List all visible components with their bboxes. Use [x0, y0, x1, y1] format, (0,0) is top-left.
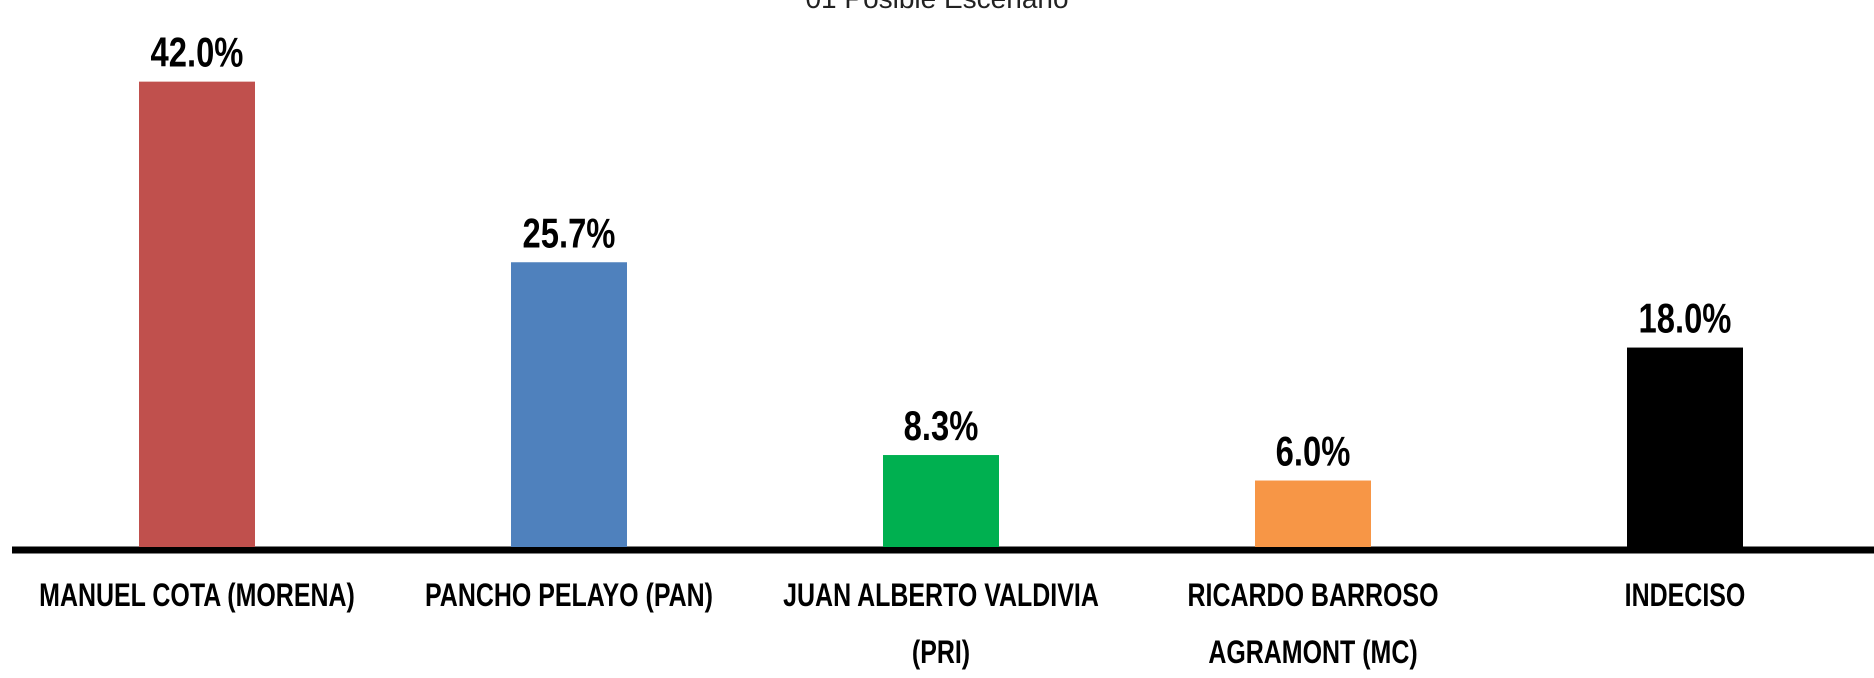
- value-label: 6.0%: [1276, 428, 1351, 475]
- x-tick-label: RICARDO BARROSO AGRAMONT (MC): [1187, 577, 1439, 670]
- x-tick-label: JUAN ALBERTO VALDIVIA (PRI): [783, 577, 1099, 670]
- bar: [511, 262, 627, 547]
- x-tick-label: PANCHO PELAYO (PAN): [425, 577, 713, 613]
- bar: [883, 455, 999, 547]
- chart-title: 01 Posible Escenario: [805, 0, 1068, 14]
- value-label: 42.0%: [151, 29, 244, 76]
- bar: [1255, 480, 1371, 547]
- bar: [1627, 347, 1743, 547]
- x-tick-label: MANUEL COTA (MORENA): [39, 577, 355, 613]
- value-label: 25.7%: [523, 209, 616, 256]
- bar: [139, 81, 255, 547]
- x-tick-label: INDECISO: [1624, 577, 1746, 613]
- value-label: 18.0%: [1639, 295, 1732, 342]
- value-label: 8.3%: [904, 402, 979, 449]
